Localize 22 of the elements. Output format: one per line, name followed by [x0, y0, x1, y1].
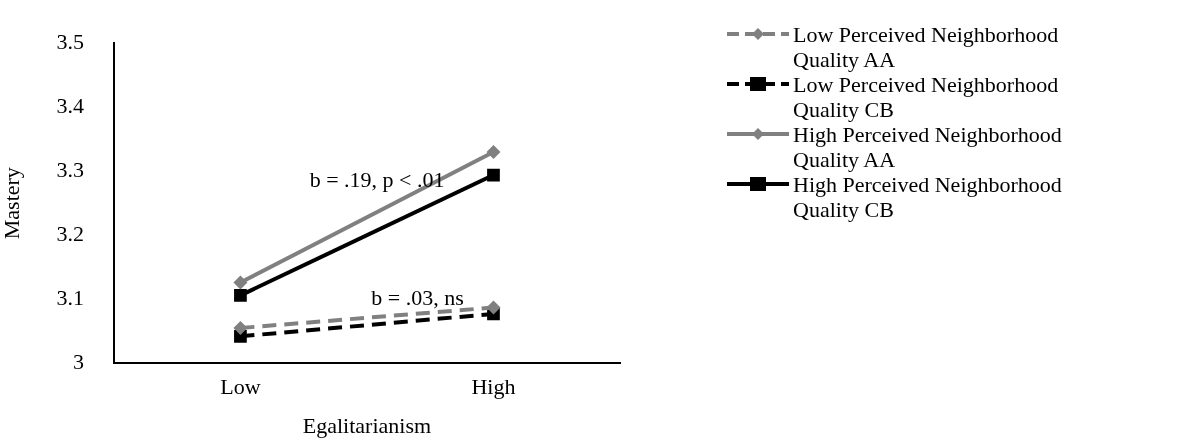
x-tick-label: High	[471, 374, 516, 400]
point	[233, 321, 248, 335]
legend-label: High Perceived Neighborhood Quality CB	[793, 172, 1063, 222]
y-tick-label: 3.2	[56, 220, 84, 246]
y-tick-label: 3.1	[56, 284, 84, 310]
annotation: b = .19, p < .01	[309, 166, 445, 192]
x-axis-title: Egalitarianism	[302, 412, 432, 438]
y-tick-label: 3.3	[56, 156, 84, 182]
x-tick-label: Low	[220, 374, 261, 400]
annotation: b = .03, ns	[371, 284, 464, 310]
point	[233, 275, 248, 290]
point	[234, 289, 247, 302]
y-tick-label: 3.5	[56, 28, 84, 54]
y-tick-label: 3	[72, 348, 84, 374]
legend-label: Low Perceived Neighborhood Quality CB	[793, 72, 1060, 122]
point	[486, 145, 501, 159]
point	[487, 168, 500, 182]
legend-label: Low Perceived Neighborhood Quality AA	[793, 22, 1060, 72]
point	[486, 300, 501, 315]
y-axis-title: Mastery	[0, 167, 24, 240]
y-tick-label: 3.4	[56, 92, 84, 118]
legend-label: High Perceived Neighborhood Quality AA	[793, 122, 1063, 172]
